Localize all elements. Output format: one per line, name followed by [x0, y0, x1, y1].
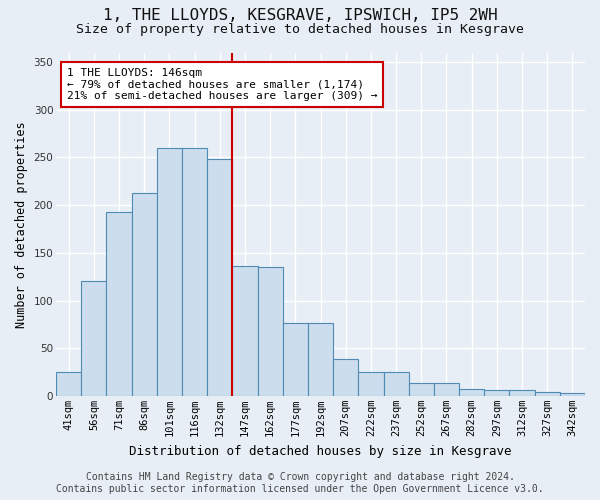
Bar: [459, 389, 484, 396]
Text: Size of property relative to detached houses in Kesgrave: Size of property relative to detached ho…: [76, 22, 524, 36]
Text: Contains HM Land Registry data © Crown copyright and database right 2024.
Contai: Contains HM Land Registry data © Crown c…: [56, 472, 544, 494]
Bar: [131, 192, 157, 396]
Bar: [232, 266, 257, 396]
Bar: [333, 358, 358, 396]
Bar: [81, 282, 106, 396]
Bar: [207, 160, 232, 396]
Text: 1 THE LLOYDS: 146sqm
← 79% of detached houses are smaller (1,174)
21% of semi-de: 1 THE LLOYDS: 146sqm ← 79% of detached h…: [67, 68, 377, 101]
Bar: [283, 324, 308, 396]
Bar: [484, 390, 509, 396]
Text: 1, THE LLOYDS, KESGRAVE, IPSWICH, IP5 2WH: 1, THE LLOYDS, KESGRAVE, IPSWICH, IP5 2W…: [103, 8, 497, 22]
Bar: [409, 382, 434, 396]
Bar: [560, 393, 585, 396]
Bar: [383, 372, 409, 396]
Bar: [509, 390, 535, 396]
Bar: [535, 392, 560, 396]
Bar: [157, 148, 182, 396]
Bar: [257, 267, 283, 396]
Bar: [434, 382, 459, 396]
Y-axis label: Number of detached properties: Number of detached properties: [15, 121, 28, 328]
Bar: [308, 324, 333, 396]
X-axis label: Distribution of detached houses by size in Kesgrave: Distribution of detached houses by size …: [129, 444, 512, 458]
Bar: [358, 372, 383, 396]
Bar: [106, 212, 131, 396]
Bar: [56, 372, 81, 396]
Bar: [182, 148, 207, 396]
